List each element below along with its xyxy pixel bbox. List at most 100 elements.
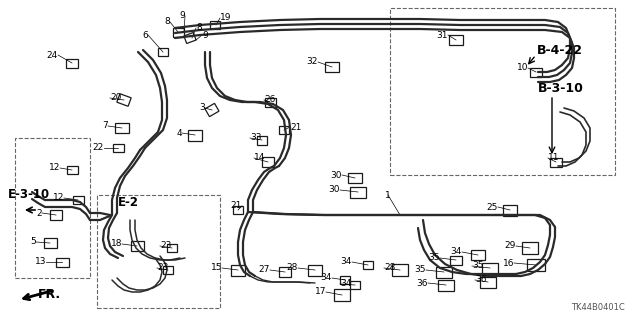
Text: B-3-10: B-3-10 — [538, 81, 584, 94]
Text: 16: 16 — [502, 258, 514, 268]
Text: E-3-10: E-3-10 — [8, 189, 50, 202]
Text: 2: 2 — [36, 209, 42, 218]
Text: 35: 35 — [472, 262, 483, 271]
Text: 8: 8 — [164, 18, 170, 26]
Text: 18: 18 — [111, 240, 122, 249]
Text: FR.: FR. — [38, 288, 61, 301]
Bar — [97, 195, 220, 308]
Bar — [210, 21, 220, 29]
Text: 9: 9 — [202, 31, 208, 40]
Bar — [113, 144, 124, 152]
Text: B-4-22: B-4-22 — [537, 43, 583, 56]
Bar — [184, 33, 196, 43]
Text: 11: 11 — [548, 153, 559, 162]
Bar — [163, 266, 173, 274]
Text: 29: 29 — [504, 241, 516, 250]
Bar — [15, 138, 90, 278]
Bar — [67, 166, 77, 174]
Bar — [262, 157, 274, 167]
Text: 34: 34 — [451, 248, 462, 256]
Bar — [527, 259, 545, 271]
Bar — [257, 136, 267, 145]
Bar — [348, 173, 362, 183]
Text: 34: 34 — [321, 273, 332, 283]
Bar — [325, 62, 339, 72]
Bar — [50, 210, 62, 220]
Bar — [279, 267, 291, 277]
Bar — [503, 204, 517, 216]
Bar — [350, 187, 366, 197]
Text: 33: 33 — [250, 133, 262, 143]
Bar — [279, 126, 289, 134]
Bar — [350, 281, 360, 289]
Bar — [233, 206, 243, 214]
Bar — [482, 263, 498, 273]
Text: 26: 26 — [264, 95, 275, 105]
Text: 28: 28 — [384, 263, 396, 272]
Text: 36: 36 — [475, 276, 486, 285]
Text: 35: 35 — [415, 265, 426, 275]
Bar — [173, 27, 184, 36]
Text: 4: 4 — [177, 129, 182, 137]
Text: 17: 17 — [314, 287, 326, 296]
Text: 20: 20 — [110, 93, 122, 102]
Bar — [205, 103, 219, 117]
Text: 21: 21 — [290, 122, 301, 131]
Bar — [390, 8, 615, 175]
Text: 14: 14 — [254, 153, 266, 162]
Text: 7: 7 — [102, 122, 108, 130]
Bar — [522, 242, 538, 254]
Text: 24: 24 — [47, 50, 58, 60]
Bar — [450, 256, 462, 264]
Text: 27: 27 — [259, 265, 270, 275]
Text: 9: 9 — [179, 11, 185, 20]
Text: 22: 22 — [93, 144, 104, 152]
Text: 34: 34 — [340, 257, 352, 266]
Bar — [188, 130, 202, 140]
Text: 23: 23 — [157, 263, 168, 272]
Text: 15: 15 — [211, 263, 222, 272]
Bar — [66, 58, 78, 68]
Bar — [363, 261, 373, 269]
Text: 5: 5 — [30, 238, 36, 247]
Text: 12: 12 — [49, 164, 60, 173]
Bar — [392, 264, 408, 276]
Text: E-2: E-2 — [118, 196, 139, 209]
Text: 13: 13 — [35, 257, 46, 266]
Bar — [449, 35, 463, 45]
Bar — [44, 238, 56, 248]
Text: 34: 34 — [340, 279, 351, 288]
Bar — [550, 158, 562, 167]
Text: 30: 30 — [330, 170, 342, 180]
Text: 8: 8 — [196, 24, 202, 33]
Text: 35: 35 — [429, 254, 440, 263]
Text: 30: 30 — [328, 186, 340, 195]
Bar — [436, 266, 452, 278]
Text: 3: 3 — [199, 103, 205, 113]
Bar — [471, 250, 485, 260]
Bar — [158, 48, 168, 56]
Bar — [167, 244, 177, 252]
Text: 32: 32 — [307, 57, 318, 66]
Text: 6: 6 — [142, 31, 148, 40]
Text: 31: 31 — [436, 31, 448, 40]
Bar — [340, 276, 350, 284]
Text: 10: 10 — [516, 63, 528, 72]
Bar — [56, 257, 68, 266]
Text: 36: 36 — [417, 278, 428, 287]
Text: 28: 28 — [287, 263, 298, 272]
Text: 12: 12 — [52, 194, 64, 203]
Bar — [131, 241, 143, 251]
Bar — [480, 277, 496, 287]
Bar — [530, 68, 542, 77]
Bar — [117, 94, 131, 106]
Text: 19: 19 — [220, 13, 232, 23]
Text: 23: 23 — [160, 241, 172, 250]
Text: 1: 1 — [385, 190, 391, 199]
Bar — [231, 264, 245, 276]
Bar — [115, 123, 129, 133]
Text: 21: 21 — [230, 202, 242, 211]
Bar — [334, 289, 350, 301]
Bar — [264, 98, 275, 107]
Bar — [438, 279, 454, 291]
